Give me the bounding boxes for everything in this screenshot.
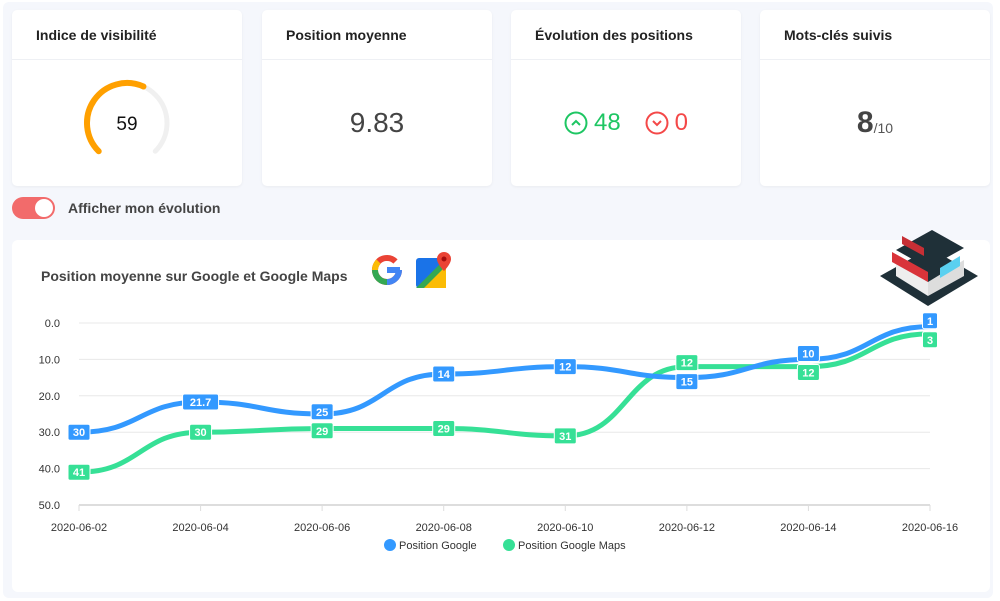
data-label: 10 [802, 349, 814, 361]
data-label: 14 [438, 369, 451, 381]
data-point [922, 312, 938, 330]
data-label: 30 [73, 427, 85, 439]
data-label: 12 [802, 368, 814, 380]
x-tick-label: 2020-06-08 [416, 522, 472, 534]
x-tick-label: 2020-06-04 [172, 522, 228, 534]
data-point [796, 364, 820, 382]
tracked-keywords-card: Mots-clés suivis 8/10 [760, 10, 990, 186]
data-point [796, 345, 820, 363]
positions-up-count: 48 [593, 109, 621, 136]
data-label: 29 [438, 424, 450, 436]
data-label: 29 [316, 426, 328, 438]
position-line-chart: 0.0 10.0 20.0 30.0 40.0 50.0 2020-06-02 2020-06… [39, 312, 958, 552]
x-tick-label: 2020-06-16 [902, 522, 958, 534]
average-position-value: 9.83 [349, 107, 405, 138]
data-point [310, 403, 334, 421]
google-maps-icon [416, 252, 451, 288]
data-label: 30 [194, 427, 206, 439]
data-label: 41 [73, 467, 85, 479]
data-label: 25 [316, 407, 328, 419]
data-point [675, 354, 699, 372]
card-title: Position moyenne [262, 10, 492, 60]
data-label: 1 [927, 316, 933, 328]
data-label: 12 [681, 358, 693, 370]
store-illustration [880, 230, 978, 306]
data-label: 15 [681, 377, 693, 389]
card-title: Indice de visibilité [12, 10, 242, 60]
series-line-1 [76, 331, 933, 475]
data-point [553, 427, 577, 445]
x-tick-label: 2020-06-14 [780, 522, 836, 534]
y-tick-label: 30.0 [39, 427, 60, 439]
positions-down-count: 0 [674, 109, 689, 136]
y-tick-label: 50.0 [39, 500, 60, 512]
x-tick-label: 2020-06-02 [51, 522, 107, 534]
visibility-gauge: 59 [84, 80, 170, 155]
x-tick-label: 2020-06-10 [537, 522, 593, 534]
tracked-keywords-total: /10 [873, 120, 894, 136]
data-point [432, 365, 456, 383]
legend-label: Position Google [399, 540, 477, 552]
chart-panel: Position moyenne sur Google et Google Ma… [12, 230, 990, 592]
average-position-card: Position moyenne 9.83 [262, 10, 492, 186]
data-point [675, 373, 699, 391]
chart-title: Position moyenne sur Google et Google Ma… [41, 268, 348, 284]
arrow-down-circle-icon [645, 111, 669, 135]
data-label: 21.7 [190, 397, 211, 409]
legend-label: Position Google Maps [518, 540, 626, 552]
x-tick-label: 2020-06-12 [659, 522, 715, 534]
visibility-card: Indice de visibilité 59 [12, 10, 242, 186]
card-title: Mots-clés suivis [760, 10, 990, 60]
data-point [182, 393, 220, 411]
data-label: 12 [559, 362, 571, 374]
data-point [553, 358, 577, 376]
legend-marker [384, 539, 396, 551]
data-label: 3 [927, 335, 933, 347]
data-label: 31 [559, 431, 571, 443]
tracked-keywords-count: 8 [856, 106, 874, 139]
show-evolution-label: Afficher mon évolution [68, 200, 221, 216]
y-tick-label: 0.0 [45, 318, 60, 330]
data-point [189, 423, 213, 441]
google-logo-icon [371, 255, 402, 285]
card-title: Évolution des positions [511, 10, 741, 60]
data-point [922, 331, 938, 349]
show-evolution-toggle[interactable] [12, 197, 55, 219]
legend-marker [503, 539, 515, 551]
data-point [310, 422, 334, 440]
y-tick-label: 20.0 [39, 391, 60, 403]
arrow-up-circle-icon [564, 111, 588, 135]
data-point [67, 423, 91, 441]
y-tick-label: 40.0 [39, 464, 60, 476]
data-point [67, 463, 91, 481]
y-tick-label: 10.0 [39, 354, 60, 366]
data-point [432, 420, 456, 438]
x-tick-label: 2020-06-06 [294, 522, 350, 534]
position-evolution-card: Évolution des positions 48 0 [511, 10, 741, 186]
gauge-value: 59 [116, 114, 137, 135]
